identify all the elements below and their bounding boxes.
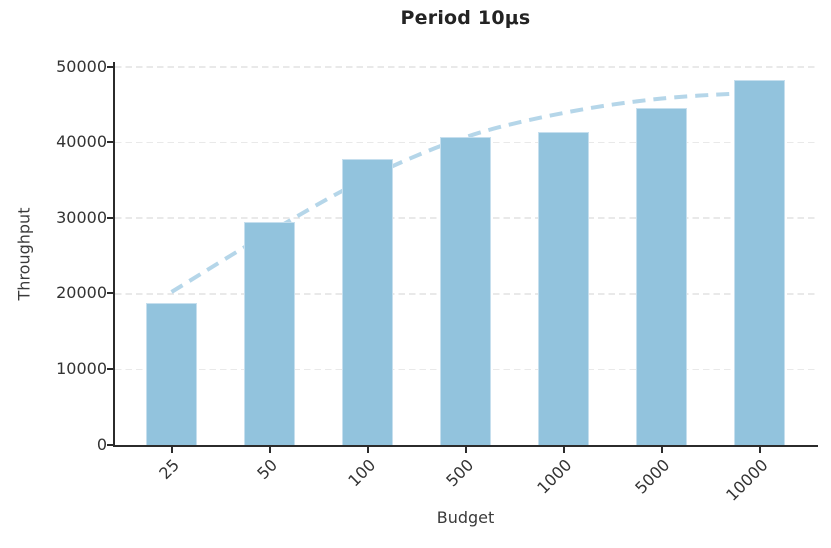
bar-25 xyxy=(146,302,197,445)
plot-area xyxy=(113,62,818,447)
y-tick-label: 50000 xyxy=(56,56,107,76)
y-tick-mark xyxy=(107,65,113,68)
bar-50 xyxy=(244,221,296,445)
y-tick-mark xyxy=(107,367,113,370)
y-axis-title: Throughput xyxy=(14,207,34,301)
x-tick-mark xyxy=(661,447,664,453)
x-tick-label: 50 xyxy=(252,454,281,483)
x-tick-mark xyxy=(367,447,370,453)
y-tick-mark xyxy=(107,443,113,446)
x-tick-label: 10000 xyxy=(721,454,772,505)
x-axis-title: Budget xyxy=(436,508,495,527)
y-tick-mark xyxy=(107,216,113,219)
x-tick-mark xyxy=(563,447,566,453)
y-tick-label: 10000 xyxy=(56,358,107,378)
bar-500 xyxy=(440,136,492,445)
x-tick-mark xyxy=(759,447,762,453)
bar-5000 xyxy=(636,107,688,445)
gridline-y-50000 xyxy=(115,66,817,68)
x-tick-label: 25 xyxy=(154,454,183,483)
x-tick-mark xyxy=(269,447,272,453)
x-tick-label: 100 xyxy=(343,454,379,490)
x-tick-label: 1000 xyxy=(532,454,576,498)
bar-10000 xyxy=(734,79,786,445)
x-tick-mark xyxy=(171,447,173,453)
x-tick-mark xyxy=(465,447,468,453)
x-tick-label: 500 xyxy=(441,454,477,490)
y-tick-label: 40000 xyxy=(56,132,107,152)
chart-title: Period 10μs xyxy=(400,7,531,29)
y-tick-mark xyxy=(107,292,113,295)
y-tick-mark xyxy=(107,141,113,144)
bar-1000 xyxy=(538,132,590,445)
y-tick-label: 20000 xyxy=(56,283,107,303)
x-tick-label: 5000 xyxy=(630,454,674,498)
y-tick-label: 0 xyxy=(96,434,107,454)
y-tick-label: 30000 xyxy=(56,207,107,227)
bar-100 xyxy=(342,159,394,445)
